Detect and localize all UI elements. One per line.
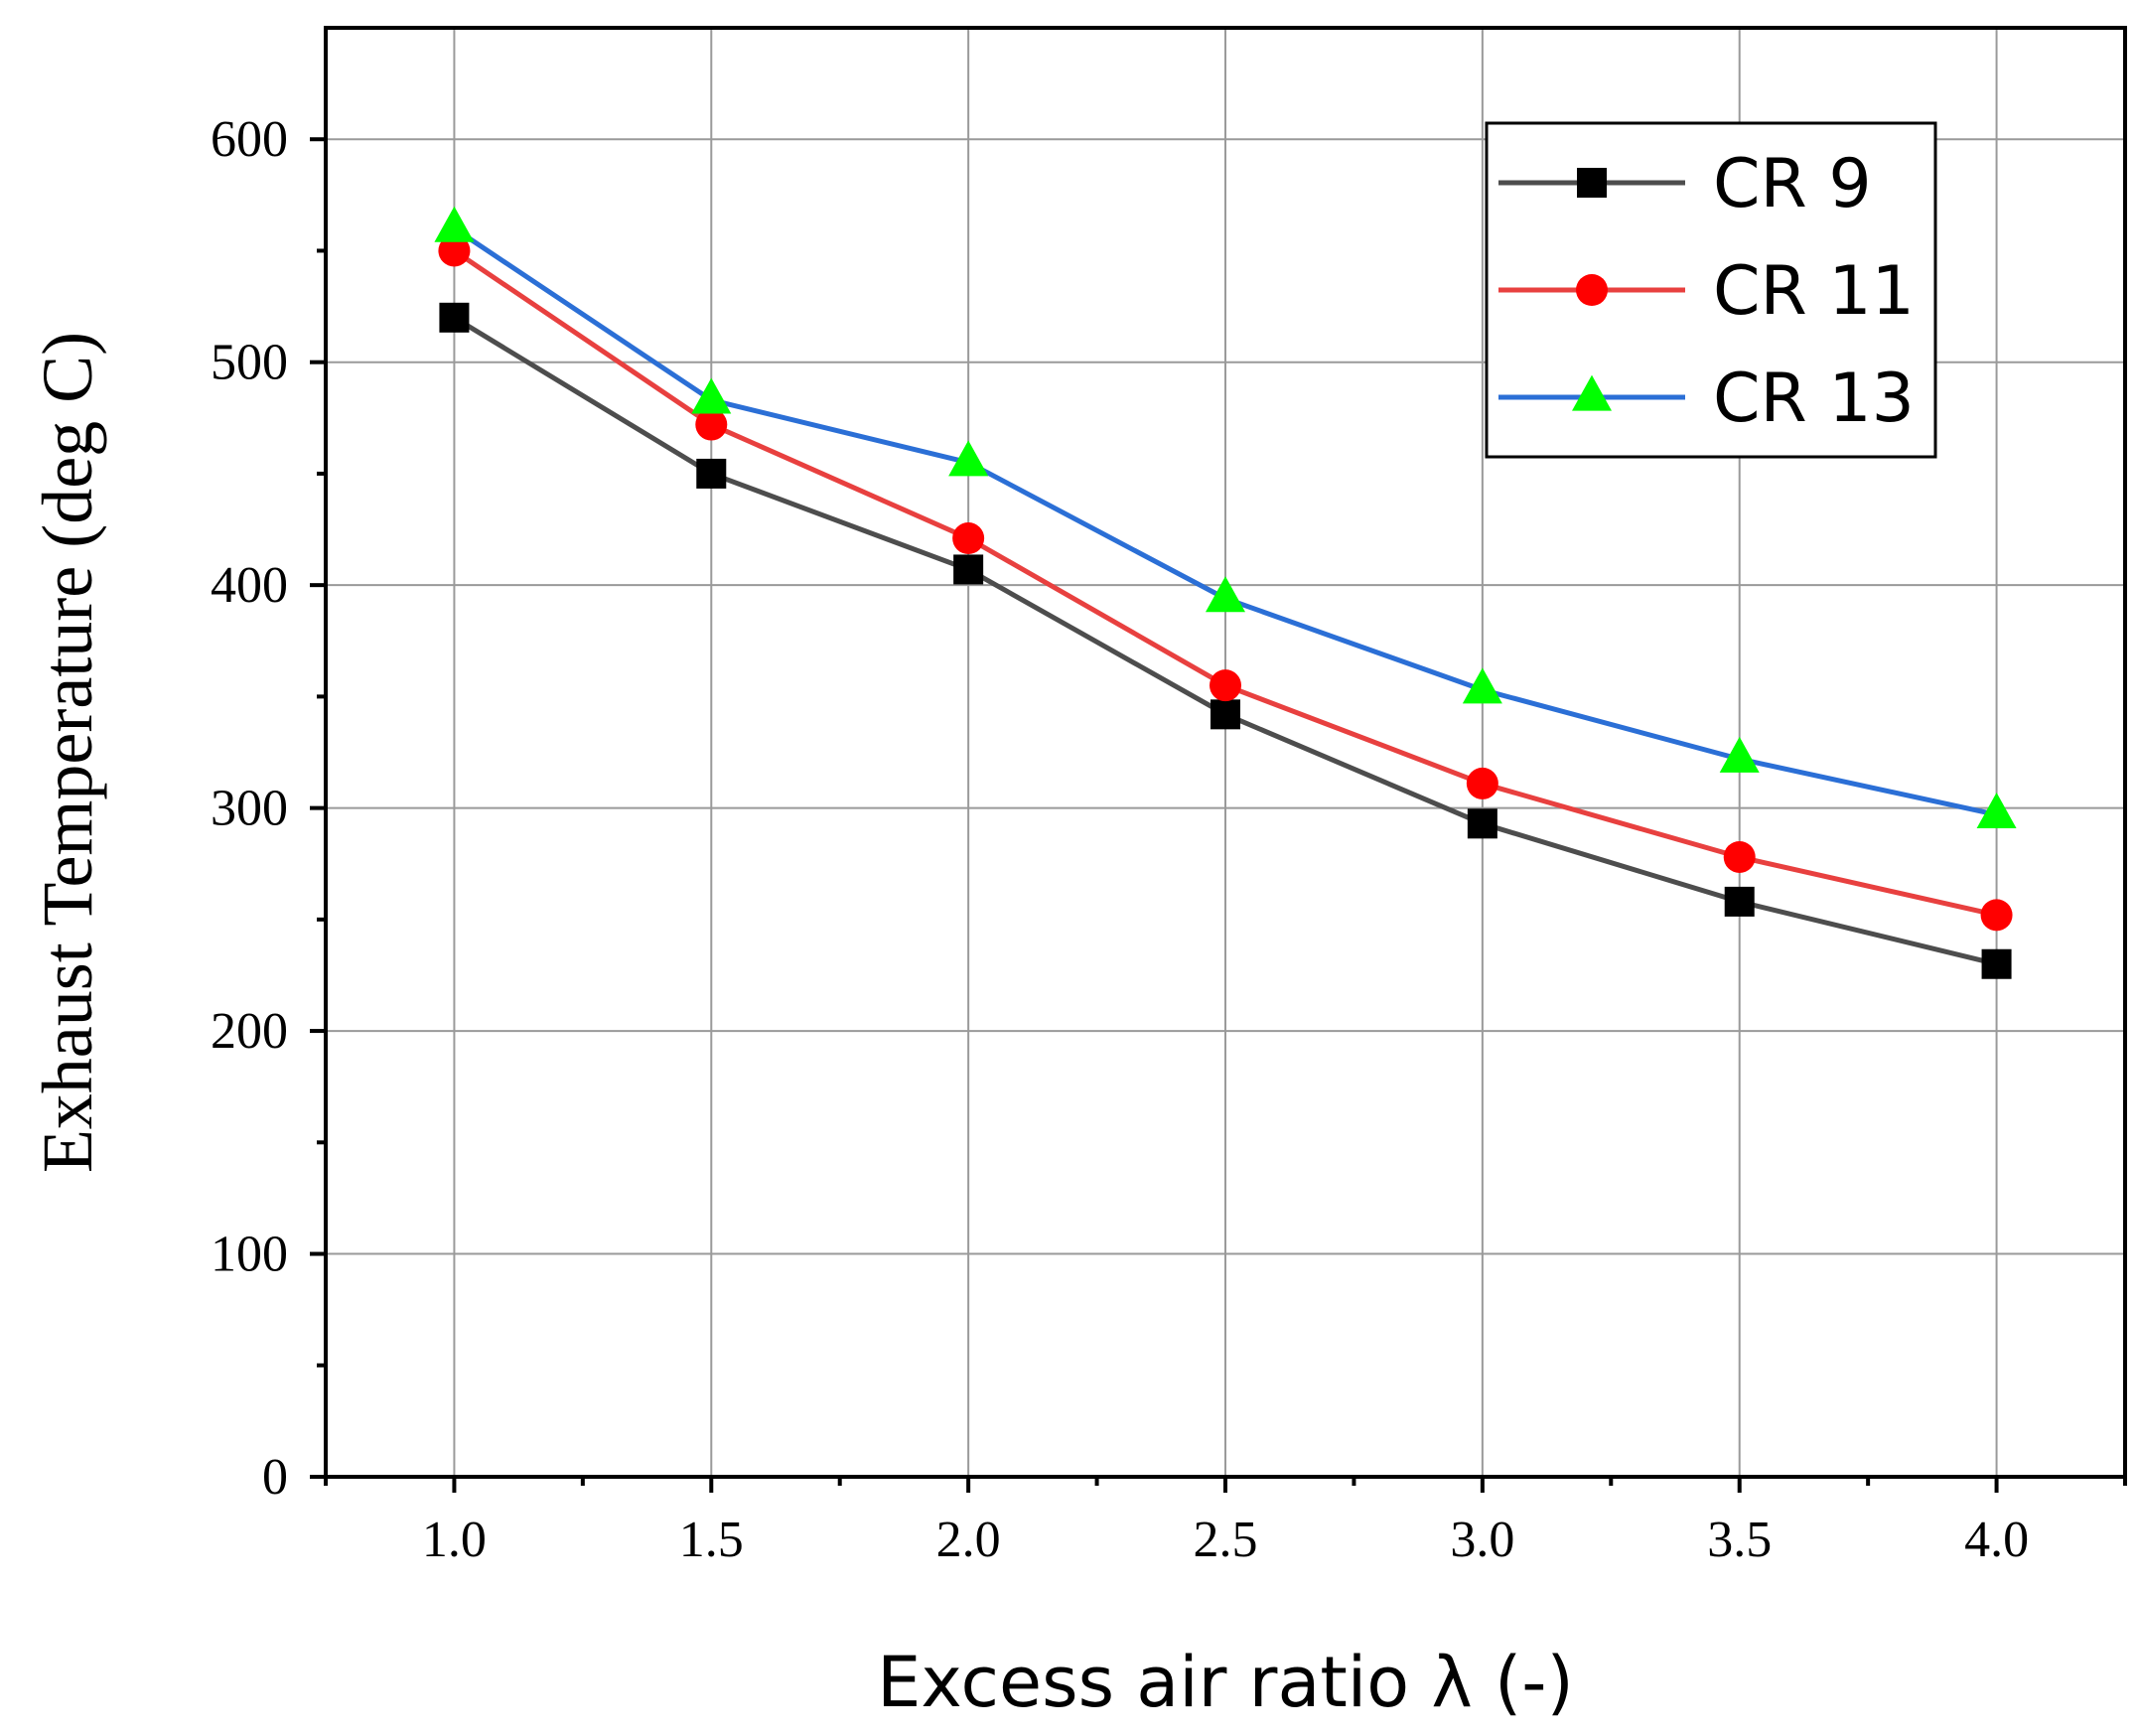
y-tick-label: 500 [211,335,288,391]
legend-label: CR 9 [1713,145,1872,223]
legend-marker [1576,274,1608,306]
y-tick-label: 0 [262,1449,288,1506]
legend-marker [1577,168,1607,198]
data-point [438,234,471,267]
data-point [1210,669,1241,702]
data-point [1211,699,1240,730]
legend-label: CR 11 [1713,252,1915,331]
legend-label: CR 13 [1713,360,1915,438]
legend-items: CR 9 CR 11 CR 13 [1498,145,1915,438]
data-point [953,554,984,585]
data-point [1723,840,1756,873]
data-point [1467,808,1497,839]
data-point [439,302,470,333]
y-axis-title: Exhaust Temperature (deg C) [28,332,107,1173]
data-point [1981,948,2012,979]
data-point [952,522,985,555]
axis-ticks: 1.0 1.5 2.0 2.5 3.0 3.5 4.0 0 100 200 300 400 500 600 [211,111,2127,1568]
series-cr-13 [434,206,2017,829]
series-group [434,206,2017,979]
x-tick-label: 2.5 [1194,1512,1258,1568]
data-point [948,440,989,477]
x-axis-title: Excess air ratio λ (-) [877,1642,1574,1723]
y-tick-label: 600 [211,111,288,168]
y-tick-label: 300 [211,781,288,837]
y-tick-label: 400 [211,557,288,614]
x-tick-label: 3.0 [1450,1512,1514,1568]
legend-item: CR 13 [1498,360,1915,438]
series-cr-11 [438,234,2013,932]
legend: CR 9 CR 11 CR 13 [1485,121,1937,459]
data-point [696,458,727,489]
data-point [1976,793,2017,829]
series-cr-9 [439,302,2012,979]
data-point [1719,736,1760,773]
data-point [1466,767,1498,799]
data-point [434,206,475,242]
data-point [1980,899,2013,932]
data-point [695,408,728,441]
legend-marker [1572,374,1612,411]
data-point [1206,576,1245,613]
y-tick-label: 200 [211,1003,288,1060]
data-point [1462,667,1502,704]
x-tick-label: 2.0 [936,1512,1001,1568]
data-point [691,377,732,414]
x-tick-label: 1.5 [679,1512,744,1568]
x-tick-label: 4.0 [1964,1512,2029,1568]
y-tick-label: 100 [211,1227,288,1283]
legend-item: CR 11 [1498,252,1915,331]
data-point [1724,886,1755,917]
legend-item: CR 9 [1498,145,1872,223]
x-tick-label: 1.0 [422,1512,487,1568]
x-tick-label: 3.5 [1707,1512,1772,1568]
